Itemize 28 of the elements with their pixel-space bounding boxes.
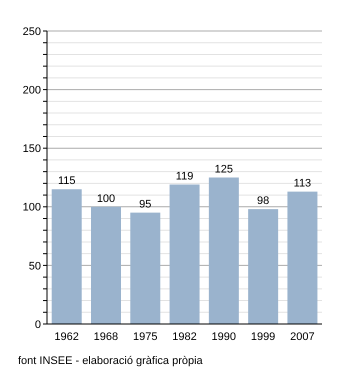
bar [52, 189, 82, 324]
x-tick-label: 1968 [94, 330, 118, 343]
x-tick-label: 1975 [132, 330, 158, 343]
y-tick-label: 100 [22, 202, 41, 214]
bar [130, 212, 160, 324]
y-tick-label: 250 [22, 26, 41, 38]
y-tick-label: 0 [34, 318, 41, 331]
text: font INSEE - elaboració gràfica pròpia [18, 355, 203, 367]
data-label: 119 [176, 170, 194, 183]
bar [208, 178, 239, 324]
data-label: 98 [257, 195, 270, 208]
y-tick-label: 50 [28, 260, 41, 272]
data-label: 125 [214, 164, 234, 176]
bar [248, 209, 278, 324]
x-tick-label: 1982 [172, 330, 197, 343]
bar [287, 192, 318, 324]
x-tick-label: 1962 [54, 330, 79, 343]
x-tick-label: 1999 [250, 330, 276, 343]
data-label: 95 [139, 198, 152, 211]
x-tick-label: 2007 [290, 330, 315, 343]
bar [91, 206, 121, 324]
data-label: 100 [96, 192, 116, 205]
bar [170, 184, 200, 324]
y-tick-label: 200 [22, 84, 41, 97]
x-tick-label: 1990 [212, 330, 236, 343]
data-label: 113 [294, 178, 312, 190]
y-tick-label: 150 [22, 143, 41, 156]
data-label: 115 [58, 175, 76, 188]
